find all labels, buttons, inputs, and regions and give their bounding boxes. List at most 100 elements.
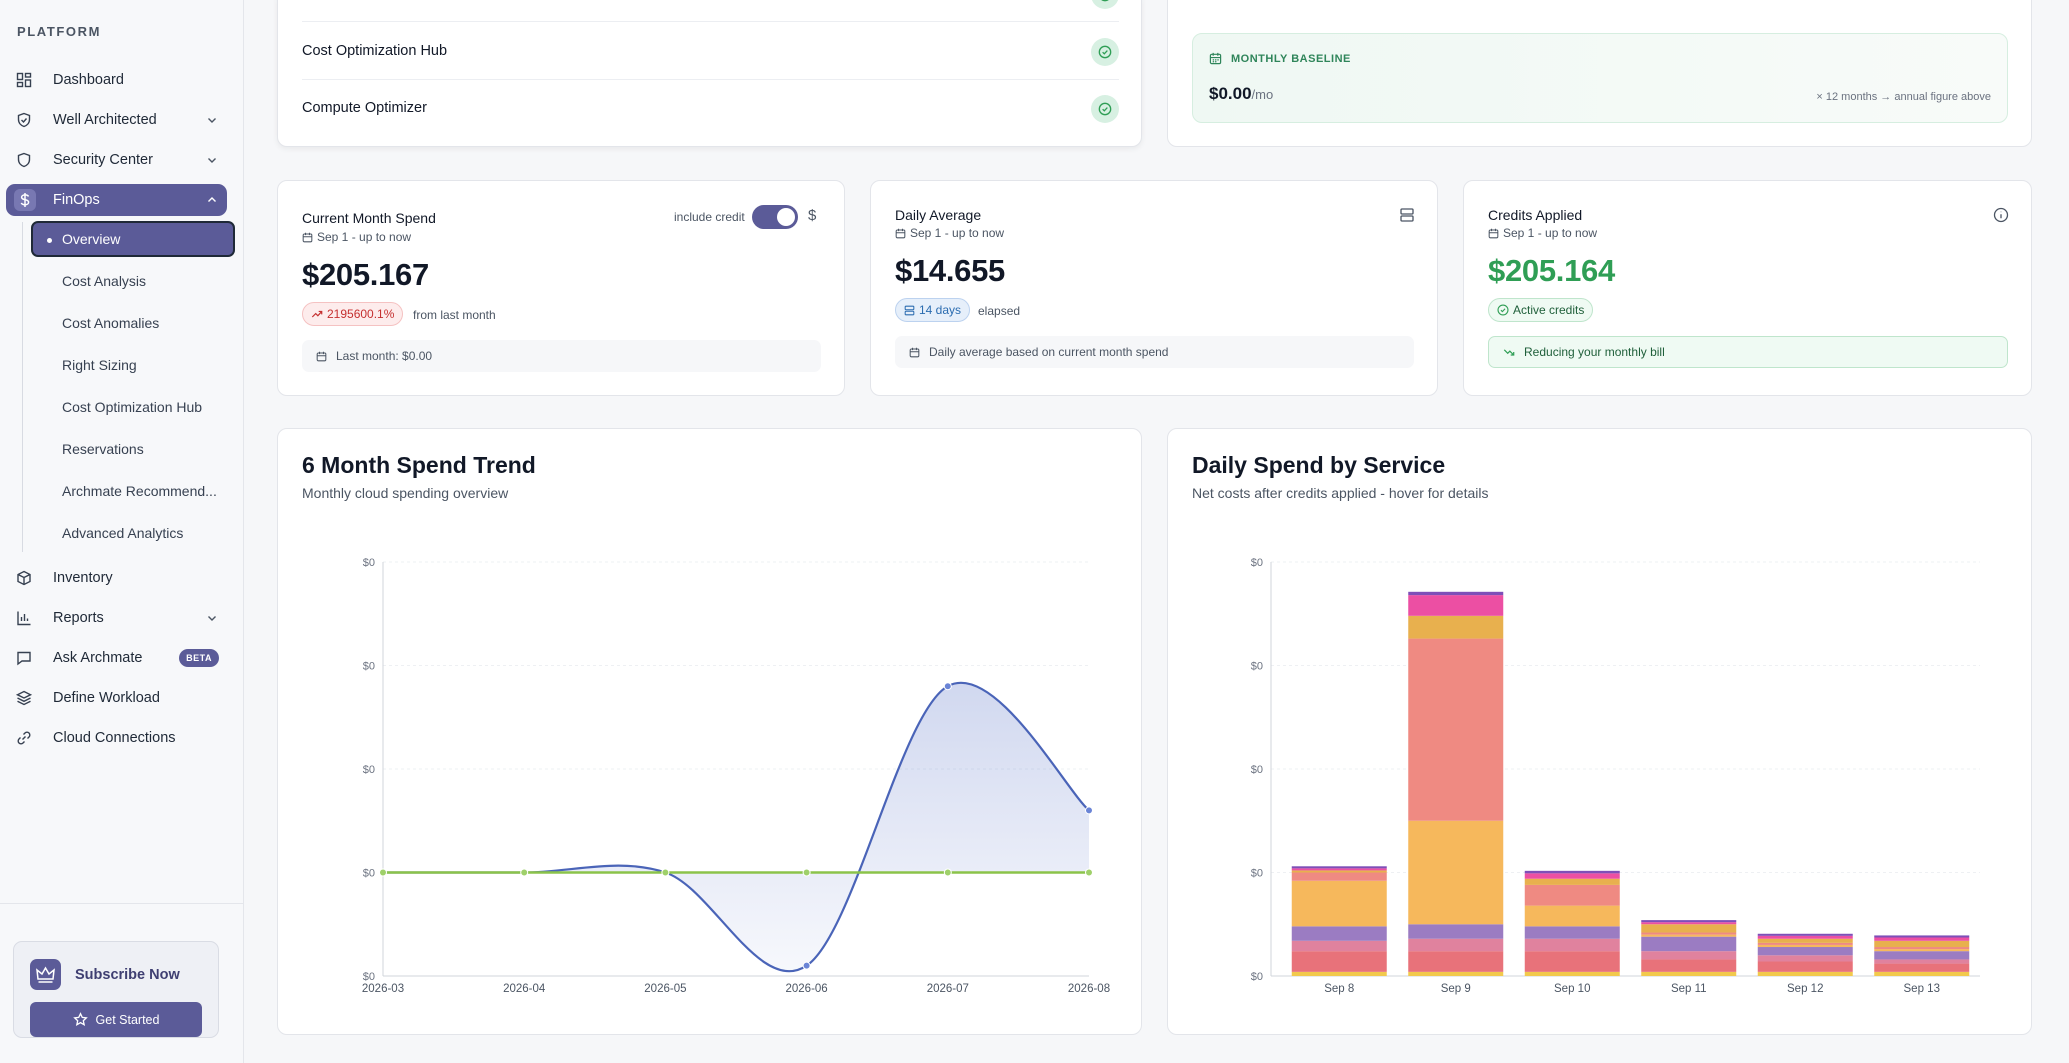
bar-segment [1641,934,1737,937]
bar-segment [1408,938,1504,952]
get-started-label: Get Started [95,1012,160,1027]
sidebar-subitem-overview[interactable]: Overview [31,221,235,257]
x-tick-label: Sep 11 [1671,983,1707,995]
bar-segment [1524,878,1620,885]
bar-segment [1291,870,1387,873]
card-date: Sep 1 - up to now [1488,226,1597,240]
sidebar-subitem-archmate-recommendations[interactable]: Archmate Recommend... [31,473,235,509]
bar-segment [1757,971,1853,976]
change-badge: 2195600.1% [302,302,404,326]
bar-segment [1291,940,1387,952]
bar-segment [1757,938,1853,943]
calendar-icon [1488,228,1499,238]
chart-subtitle: Net costs after credits applied - hover … [1192,485,1489,501]
bar-segment [1408,615,1504,639]
bar-segment [1757,947,1853,956]
chevron-down-icon [208,158,216,163]
service-row: Cost Optimization Hub [302,23,1119,80]
sidebar-item-ask-archmate[interactable]: Ask Archmate BETA [6,642,227,674]
sidebar-item-label: Cloud Connections [53,730,176,746]
current-spend-value: $205.167 [302,257,429,292]
bar-segment [1641,932,1737,935]
bar-segment [1291,880,1387,927]
daily-spend-card: Daily Spend by Service Net costs after c… [1167,428,2032,1035]
bar-segment [1641,920,1737,923]
shield-icon [17,152,31,168]
daily-average-card: Daily Average Sep 1 - up to now $14.655 … [870,180,1438,396]
sidebar-subitem-cost-analysis[interactable]: Cost Analysis [31,263,235,299]
bar-segment [1408,595,1504,616]
daily-average-footer: Daily average based on current month spe… [895,336,1414,368]
series-area [383,682,1089,972]
bar-segment [1874,935,1970,938]
sidebar-item-cloud-connections[interactable]: Cloud Connections [6,722,227,754]
daily-average-value: $14.655 [895,253,1005,288]
y-tick-label: $0 [363,971,375,983]
sidebar-subitem-advanced-analytics[interactable]: Advanced Analytics [31,515,235,551]
bar-segment [1291,872,1387,881]
spend-trend-card: 6 Month Spend Trend Monthly cloud spendi… [277,428,1142,1035]
daily-spend-chart: $0 $0 $0 $0 $0 Sep 8 Sep 9 Sep 10 Sep 11 Sep 12 Se… [1251,557,1980,995]
link-icon [17,731,31,745]
bar-segment [1641,959,1737,972]
services-status-card: Cost Optimization Hub Compute Optimizer [277,0,1142,147]
sidebar-item-label: Ask Archmate [53,650,143,666]
y-tick-label: $0 [1251,971,1263,983]
sidebar-item-well-architected[interactable]: Well Architected [6,104,227,136]
sidebar-item-finops[interactable]: FinOps [6,184,227,216]
bar-segment [1757,961,1853,972]
sidebar-item-dashboard[interactable]: Dashboard [6,64,227,96]
get-started-button[interactable]: Get Started [30,1002,202,1037]
y-tick-label: $0 [363,868,375,880]
data-point [802,961,811,970]
change-suffix: from last month [413,308,496,322]
chevron-down-icon [208,616,216,621]
bar-segment [1408,924,1504,939]
subscribe-title: Subscribe Now [75,967,180,983]
dashboard-icon [16,72,32,88]
info-icon[interactable] [1993,207,2009,223]
calendar-icon [895,228,906,238]
bar-segment [1874,959,1970,964]
bar-segment [1874,949,1970,952]
include-credit-toggle[interactable] [752,205,798,229]
data-point [520,868,529,877]
sidebar-item-label: Reports [53,610,104,626]
sidebar-item-reports[interactable]: Reports [6,602,227,634]
x-tick-label: 2026-04 [503,983,546,995]
sidebar-item-define-workload[interactable]: Define Workload [6,682,227,714]
calendar-icon [909,347,920,357]
card-date: Sep 1 - up to now [302,230,411,244]
bar-segment [1757,935,1853,939]
chart-title: Daily Spend by Service [1192,452,1446,478]
data-point [1085,868,1093,877]
bar-segment [1408,591,1504,596]
service-name: Compute Optimizer [302,100,427,116]
shield-check-icon [17,112,31,128]
check-circle-icon [1091,95,1119,123]
data-point [661,868,670,877]
monthly-baseline-box: MONTHLY BASELINE $0.00/mo × 12 months → … [1192,33,2008,123]
subitem-label: Cost Analysis [62,273,147,289]
sidebar-subitem-cost-anomalies[interactable]: Cost Anomalies [31,305,235,341]
sidebar-subitem-right-sizing[interactable]: Right Sizing [31,347,235,383]
bar-segment [1524,870,1620,874]
y-tick-label: $0 [363,764,375,776]
subitem-label: Reservations [62,441,144,457]
sidebar-subitem-reservations[interactable]: Reservations [31,431,235,467]
sidebar-item-security-center[interactable]: Security Center [6,144,227,176]
subitem-label: Advanced Analytics [62,525,184,541]
baseline-label: MONTHLY BASELINE [1231,53,1351,65]
bar-segment [1757,933,1853,936]
x-tick-label: 2026-03 [362,983,404,995]
sidebar-subitem-cost-optimization-hub[interactable]: Cost Optimization Hub [31,389,235,425]
trending-down-icon [1503,349,1515,356]
subitem-label: Overview [62,231,121,247]
sidebar-item-inventory[interactable]: Inventory [6,562,227,594]
dollar-icon: $ [808,207,817,224]
bar-segment [1524,938,1620,952]
current-month-spend-card: Current Month Spend Sep 1 - up to now in… [277,180,845,396]
check-circle-icon [1497,304,1509,316]
bar-segment [1641,922,1737,925]
